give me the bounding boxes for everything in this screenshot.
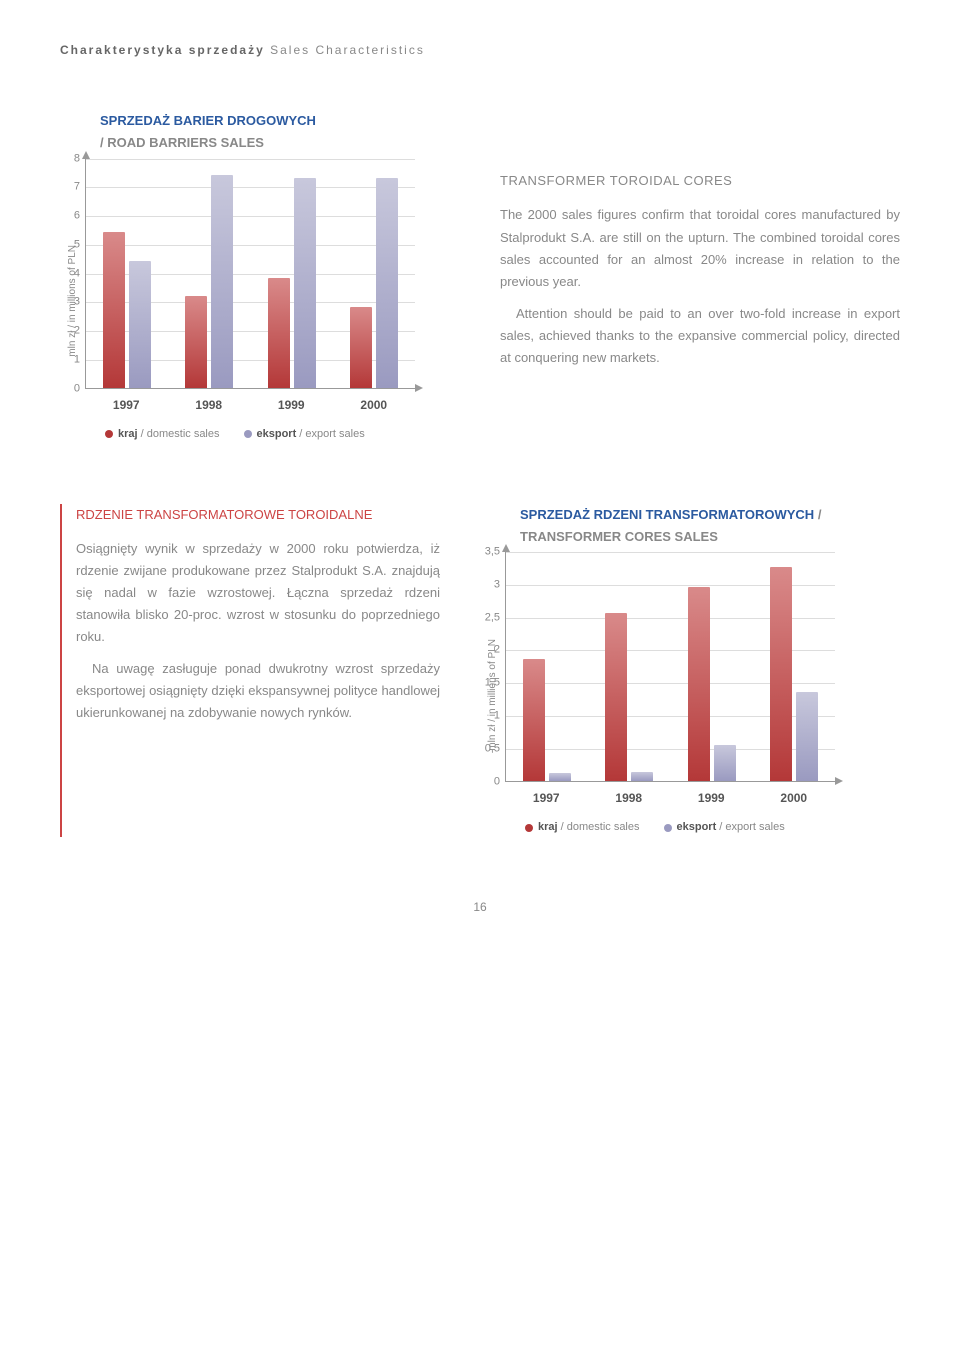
bar-group <box>251 159 333 388</box>
header-bold: Charakterystyka sprzedaży <box>60 43 265 57</box>
chart1-xlabels: 1997199819992000 <box>85 395 415 415</box>
tick-label: 3 <box>494 575 506 594</box>
bar-group <box>86 159 168 388</box>
english-text-block: TRANSFORMER TOROIDAL CORES The 2000 sale… <box>500 110 900 443</box>
bar-group <box>168 159 250 388</box>
road-barriers-chart-block: SPRZEDAŻ BARIER DROGOWYCH / ROAD BARRIER… <box>60 110 460 443</box>
bar-eksport <box>211 175 233 388</box>
chart2-legend: kraj / domestic sales eksport / export sa… <box>505 818 835 837</box>
legend-label: eksport / export sales <box>257 425 365 444</box>
legend-item: eksport / export sales <box>244 425 365 444</box>
en-heading: TRANSFORMER TOROIDAL CORES <box>500 170 900 192</box>
legend-label: eksport / export sales <box>677 818 785 837</box>
tick-label: 8 <box>74 149 86 168</box>
legend-dot-icon <box>105 430 113 438</box>
bar-group <box>506 552 588 781</box>
legend-dot-icon <box>244 430 252 438</box>
tick-label: 0 <box>494 773 506 792</box>
chart2-plot: 00,511,522,533,5 <box>505 552 835 782</box>
bar-group <box>588 552 670 781</box>
tick-label: 6 <box>74 207 86 226</box>
tick-label: 1 <box>494 707 506 726</box>
tick-label: 1,5 <box>485 674 506 693</box>
bar-group <box>671 552 753 781</box>
x-label: 2000 <box>333 395 416 415</box>
chart1-legend: kraj / domestic sales eksport / export sa… <box>85 425 415 444</box>
x-label: 1999 <box>670 788 753 808</box>
tick-label: 2,5 <box>485 608 506 627</box>
tick-label: 7 <box>74 178 86 197</box>
tick-label: 5 <box>74 235 86 254</box>
x-label: 1997 <box>85 395 168 415</box>
tick-label: 1 <box>74 350 86 369</box>
x-label: 1998 <box>588 788 671 808</box>
bar-kraj <box>185 296 207 388</box>
bar-kraj <box>268 278 290 387</box>
pl-p1: Osiągnięty wynik w sprzedaży w 2000 roku… <box>76 538 440 648</box>
bar-eksport <box>631 772 653 781</box>
bar-eksport <box>549 773 571 781</box>
x-label: 2000 <box>753 788 836 808</box>
bars-row <box>86 159 415 388</box>
section-top: SPRZEDAŻ BARIER DROGOWYCH / ROAD BARRIER… <box>60 110 900 443</box>
legend-label: kraj / domestic sales <box>538 818 640 837</box>
bar-kraj <box>688 587 710 781</box>
chart1-area: mln zł / in millions of PLN 012345678 19… <box>60 159 460 444</box>
pl-heading: RDZENIE TRANSFORMATOROWE TOROIDALNE <box>76 504 440 526</box>
bar-kraj <box>770 567 792 781</box>
tick-label: 0 <box>74 379 86 398</box>
legend-dot-icon <box>525 824 533 832</box>
bar-group <box>753 552 835 781</box>
chart2-xlabels: 1997199819992000 <box>505 788 835 808</box>
tick-label: 4 <box>74 264 86 283</box>
bar-eksport <box>376 178 398 388</box>
en-p2: Attention should be paid to an over two-… <box>500 303 900 369</box>
bar-eksport <box>294 178 316 388</box>
chart1-plot: 012345678 <box>85 159 415 389</box>
transformer-cores-chart-block: SPRZEDAŻ RDZENI TRANSFORMATOROWYCH / TRA… <box>480 504 900 837</box>
page-header: Charakterystyka sprzedaży Sales Characte… <box>60 40 900 60</box>
x-label: 1999 <box>250 395 333 415</box>
bar-kraj <box>103 232 125 387</box>
polish-text-block: RDZENIE TRANSFORMATOROWE TOROIDALNE Osią… <box>60 504 440 837</box>
tick-label: 0,5 <box>485 740 506 759</box>
header-light: Sales Characteristics <box>270 43 425 57</box>
chart1-title-sub: / ROAD BARRIERS SALES <box>100 135 264 150</box>
tick-label: 3 <box>74 293 86 312</box>
x-label: 1998 <box>168 395 251 415</box>
en-p1: The 2000 sales figures confirm that toro… <box>500 204 900 292</box>
chart1-title-main: SPRZEDAŻ BARIER DROGOWYCH <box>100 113 316 128</box>
chart2-title-main: SPRZEDAŻ RDZENI TRANSFORMATOROWYCH <box>520 507 814 522</box>
page-number: 16 <box>60 897 900 917</box>
bar-eksport <box>129 261 151 388</box>
bar-kraj <box>605 613 627 781</box>
legend-item: eksport / export sales <box>664 818 785 837</box>
legend-label: kraj / domestic sales <box>118 425 220 444</box>
bar-kraj <box>350 307 372 388</box>
chart2-title: SPRZEDAŻ RDZENI TRANSFORMATOROWYCH / TRA… <box>480 504 900 548</box>
bar-eksport <box>714 745 736 781</box>
x-arrow-icon <box>415 384 423 392</box>
tick-label: 2 <box>494 641 506 660</box>
legend-dot-icon <box>664 824 672 832</box>
tick-label: 3,5 <box>485 543 506 562</box>
bar-group <box>333 159 415 388</box>
x-label: 1997 <box>505 788 588 808</box>
section-bottom: RDZENIE TRANSFORMATOROWE TOROIDALNE Osią… <box>60 504 900 837</box>
bars-row <box>506 552 835 781</box>
bar-eksport <box>796 692 818 781</box>
chart1-title: SPRZEDAŻ BARIER DROGOWYCH / ROAD BARRIER… <box>60 110 460 154</box>
legend-item: kraj / domestic sales <box>105 425 220 444</box>
tick-label: 2 <box>74 322 86 341</box>
pl-p2: Na uwagę zasługuje ponad dwukrotny wzros… <box>76 658 440 724</box>
legend-item: kraj / domestic sales <box>525 818 640 837</box>
x-arrow-icon <box>835 777 843 785</box>
bar-kraj <box>523 659 545 781</box>
chart2-area: mln zł / in millions of PLN 00,511,522,5… <box>480 552 900 837</box>
